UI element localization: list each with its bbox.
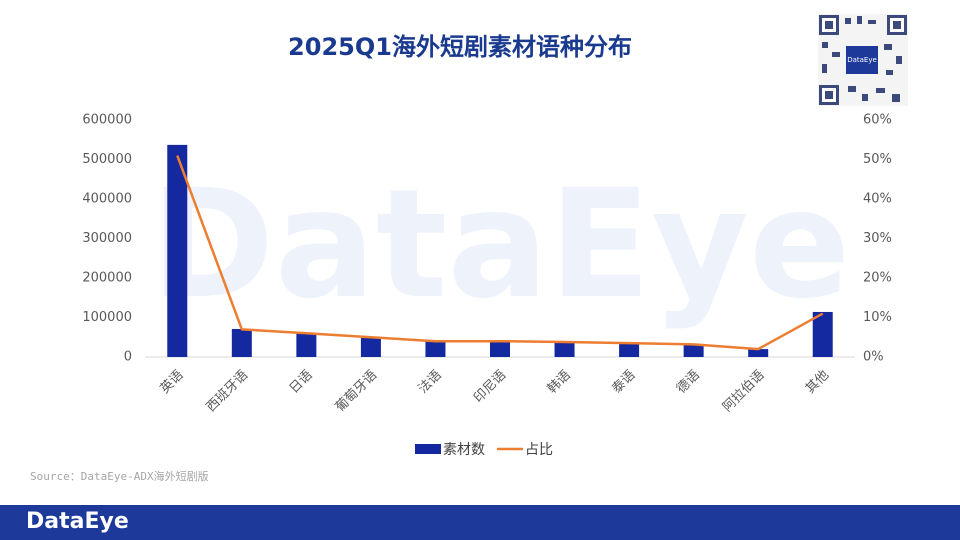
x-tick-label: 韩语	[545, 368, 574, 397]
bar	[167, 144, 188, 357]
y2-tick-label: 50%	[863, 152, 892, 167]
y-tick-label: 500000	[82, 152, 132, 167]
y2-tick-label: 10%	[863, 310, 892, 325]
brand: DataEye	[26, 509, 129, 534]
legend-swatch	[415, 444, 441, 454]
x-tick-label: 葡萄牙语	[333, 368, 380, 415]
bar	[619, 343, 640, 357]
bar	[360, 338, 381, 357]
bar	[748, 349, 769, 357]
y-tick-label: 0	[124, 350, 132, 365]
y2-tick-label: 60%	[863, 113, 892, 128]
bar	[296, 332, 317, 357]
legend-label: 占比	[525, 442, 553, 458]
qr-code: DataEye	[818, 14, 908, 106]
line	[176, 155, 824, 351]
x-tick-label: 法语	[416, 368, 445, 397]
qr-label: DataEye	[847, 56, 877, 64]
bar	[812, 311, 833, 357]
x-tick-label: 阿拉伯语	[720, 368, 767, 415]
bar	[683, 345, 704, 357]
x-tick-label: 西班牙语	[204, 368, 251, 415]
y2-tick-label: 0%	[863, 350, 884, 365]
bar	[554, 341, 575, 357]
x-tick-label: 泰语	[609, 368, 638, 397]
y-tick-label: 400000	[82, 192, 132, 207]
footer-bar	[0, 505, 960, 540]
source: Source：DataEye-ADX海外短剧版	[30, 469, 209, 483]
x-tick-label: 日语	[287, 368, 316, 397]
chart-title: 2025Q1海外短剧素材语种分布	[288, 33, 632, 61]
x-tick-label: 德语	[674, 368, 703, 397]
bar	[490, 341, 510, 357]
y2-tick-label: 30%	[863, 231, 892, 246]
y2-tick-label: 20%	[863, 271, 892, 286]
legend-label: 素材数	[443, 442, 485, 458]
x-tick-label: 其他	[803, 368, 832, 397]
bar	[425, 341, 446, 357]
y-tick-label: 200000	[82, 271, 132, 286]
x-tick-label: 印尼语	[471, 368, 509, 406]
x-tick-label: 英语	[158, 368, 187, 397]
watermark: DataEye	[150, 158, 851, 332]
y-tick-label: 100000	[82, 310, 132, 325]
y2-tick-label: 40%	[863, 192, 892, 207]
y-tick-label: 600000	[82, 113, 132, 128]
y-tick-label: 300000	[82, 231, 132, 246]
bar	[231, 328, 252, 357]
